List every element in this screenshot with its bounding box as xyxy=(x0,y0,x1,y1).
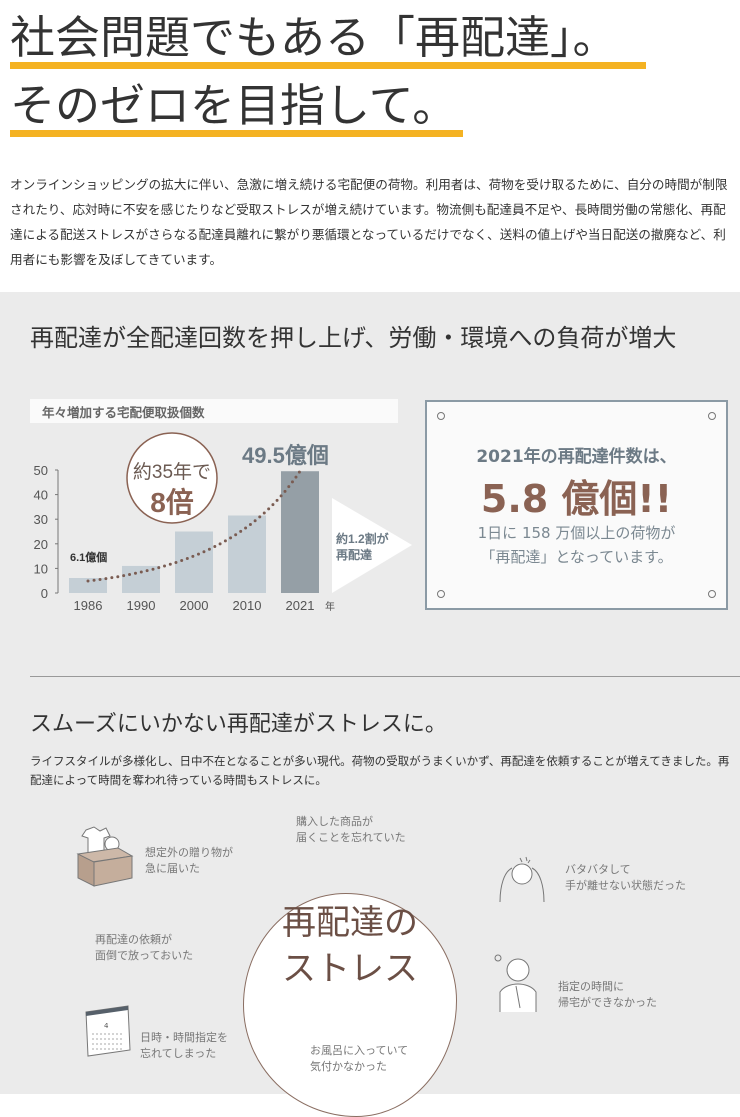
x-tick-label: 1990 xyxy=(127,598,156,613)
y-tick-label: 50 xyxy=(34,463,48,478)
section2-text: ライフスタイルが多様化し、日中不在となることが多い現代。荷物の受取がうまくいかず… xyxy=(30,754,730,787)
x-axis-label: 年 xyxy=(325,600,335,613)
headline-line1: 社会問題でもある「再配達」。 xyxy=(10,11,618,64)
redelivery-box: 2021年の再配達件数は、 5.8 億個!! 1日に 158 万個以上の荷物が … xyxy=(425,400,728,610)
gift-box-icon xyxy=(76,826,134,887)
reason-item: お風呂に入っていて 気付かなかった xyxy=(310,1044,409,1073)
x-tick-label: 1986 xyxy=(74,598,103,613)
pin-icon xyxy=(437,590,445,598)
svg-text:4: 4 xyxy=(104,1022,109,1030)
center-text: 再配達の ストレス xyxy=(243,900,457,992)
reason-item: 指定の時間に 帰宅ができなかった xyxy=(558,980,657,1009)
bar xyxy=(175,531,213,593)
calendar-icon: 4 xyxy=(85,1005,131,1057)
headline-underline xyxy=(10,62,646,69)
intro-text: オンラインショッピングの拡大に伴い、急激に増え続ける宅配便の荷物。利用者は、荷物… xyxy=(10,177,728,267)
box-line1: 2021年の再配達件数は、 xyxy=(476,447,677,467)
callout-line2: 8倍 xyxy=(150,486,194,518)
reason-item: 再配達の依頼が 面倒で放っておいた xyxy=(95,933,194,962)
pin-icon xyxy=(708,590,716,598)
trend-line xyxy=(86,469,302,583)
box-line3: 1日に 158 万個以上の荷物が xyxy=(477,524,676,542)
reason-item: 日時・時間指定を 忘れてしまった xyxy=(140,1031,228,1060)
bar xyxy=(228,515,266,593)
callout-circle xyxy=(126,432,218,524)
reason-item: バタバタして 手が離せない状態だった xyxy=(565,863,686,892)
divider xyxy=(30,676,740,677)
bar xyxy=(122,565,160,593)
chart-title: 年々増加する宅配便取扱個数 xyxy=(30,399,398,423)
x-tick-label: 2010 xyxy=(233,598,262,613)
center-bubble xyxy=(243,893,457,1117)
x-tick-label: 2000 xyxy=(180,598,209,613)
headline-underline xyxy=(10,130,463,137)
arrow-text-line1: 約1.2割が xyxy=(336,531,389,546)
reason-item: 想定外の贈り物が 急に届いた xyxy=(145,846,233,875)
arrow-shape xyxy=(332,498,412,593)
y-tick-label: 30 xyxy=(34,512,48,527)
box-line2: 5.8 億個!! xyxy=(480,477,673,521)
center-line1: 再配達の xyxy=(282,903,418,943)
center-line2: ストレス xyxy=(282,949,418,989)
headline-line2: そのゼロを目指して。 xyxy=(10,79,458,132)
y-tick-label: 0 xyxy=(41,586,48,601)
bar-chart: 0 10 20 30 40 50 1986 1990 2000 2010 2021 年 約35年で 8倍 6… xyxy=(34,432,412,613)
pin-icon xyxy=(437,412,445,420)
pin-icon xyxy=(708,412,716,420)
busy-person-icon xyxy=(499,856,545,903)
bar xyxy=(69,577,107,593)
section1-title: 再配達が全配達回数を押し上げ、労働・環境への負荷が増大 xyxy=(30,324,677,352)
y-tick-label: 40 xyxy=(34,488,48,503)
first-bar-label: 6.1億個 xyxy=(70,550,107,564)
last-bar-label: 49.5億個 xyxy=(242,443,329,468)
bar xyxy=(281,471,319,593)
arrow-text-line2: 再配達 xyxy=(336,547,372,562)
x-tick-label: 2021 xyxy=(286,598,315,613)
y-tick-label: 10 xyxy=(34,561,48,576)
section2-title: スムーズにいかない再配達がストレスに。 xyxy=(30,712,447,737)
callout-line1: 約35年で xyxy=(133,461,211,483)
worried-person-icon xyxy=(494,954,537,1012)
reason-item: 購入した商品が 届くことを忘れていた xyxy=(296,815,406,844)
box-line4: 「再配達」となっています。 xyxy=(480,548,673,566)
y-tick-label: 20 xyxy=(34,537,48,552)
